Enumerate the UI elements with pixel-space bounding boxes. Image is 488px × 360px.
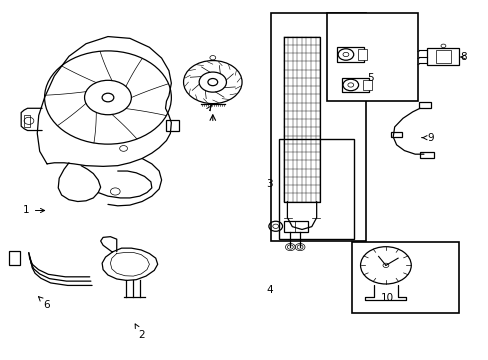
Text: 9: 9 [421,133,433,143]
Bar [9,251,20,265]
Bar [336,47,363,62]
Bar [278,139,353,239]
Bar [327,13,417,101]
Text: 1: 1 [23,206,44,216]
Text: 6: 6 [39,297,50,310]
Bar [284,221,307,232]
Text: 7: 7 [205,103,212,113]
Text: 5: 5 [366,73,373,83]
Text: 10: 10 [380,293,393,303]
Bar [24,115,30,127]
Bar [427,48,458,65]
Bar [419,152,433,158]
Circle shape [207,78,217,86]
Bar [362,80,371,90]
Bar [435,50,450,63]
Bar [271,13,366,241]
Text: 8: 8 [460,52,466,62]
Bar [418,102,430,108]
Bar [390,132,401,137]
Text: 3: 3 [266,179,273,189]
Bar [357,49,366,60]
Bar [341,78,368,92]
Bar [351,242,458,314]
Text: 2: 2 [135,324,144,340]
Bar [166,121,178,131]
Text: 4: 4 [266,285,273,296]
